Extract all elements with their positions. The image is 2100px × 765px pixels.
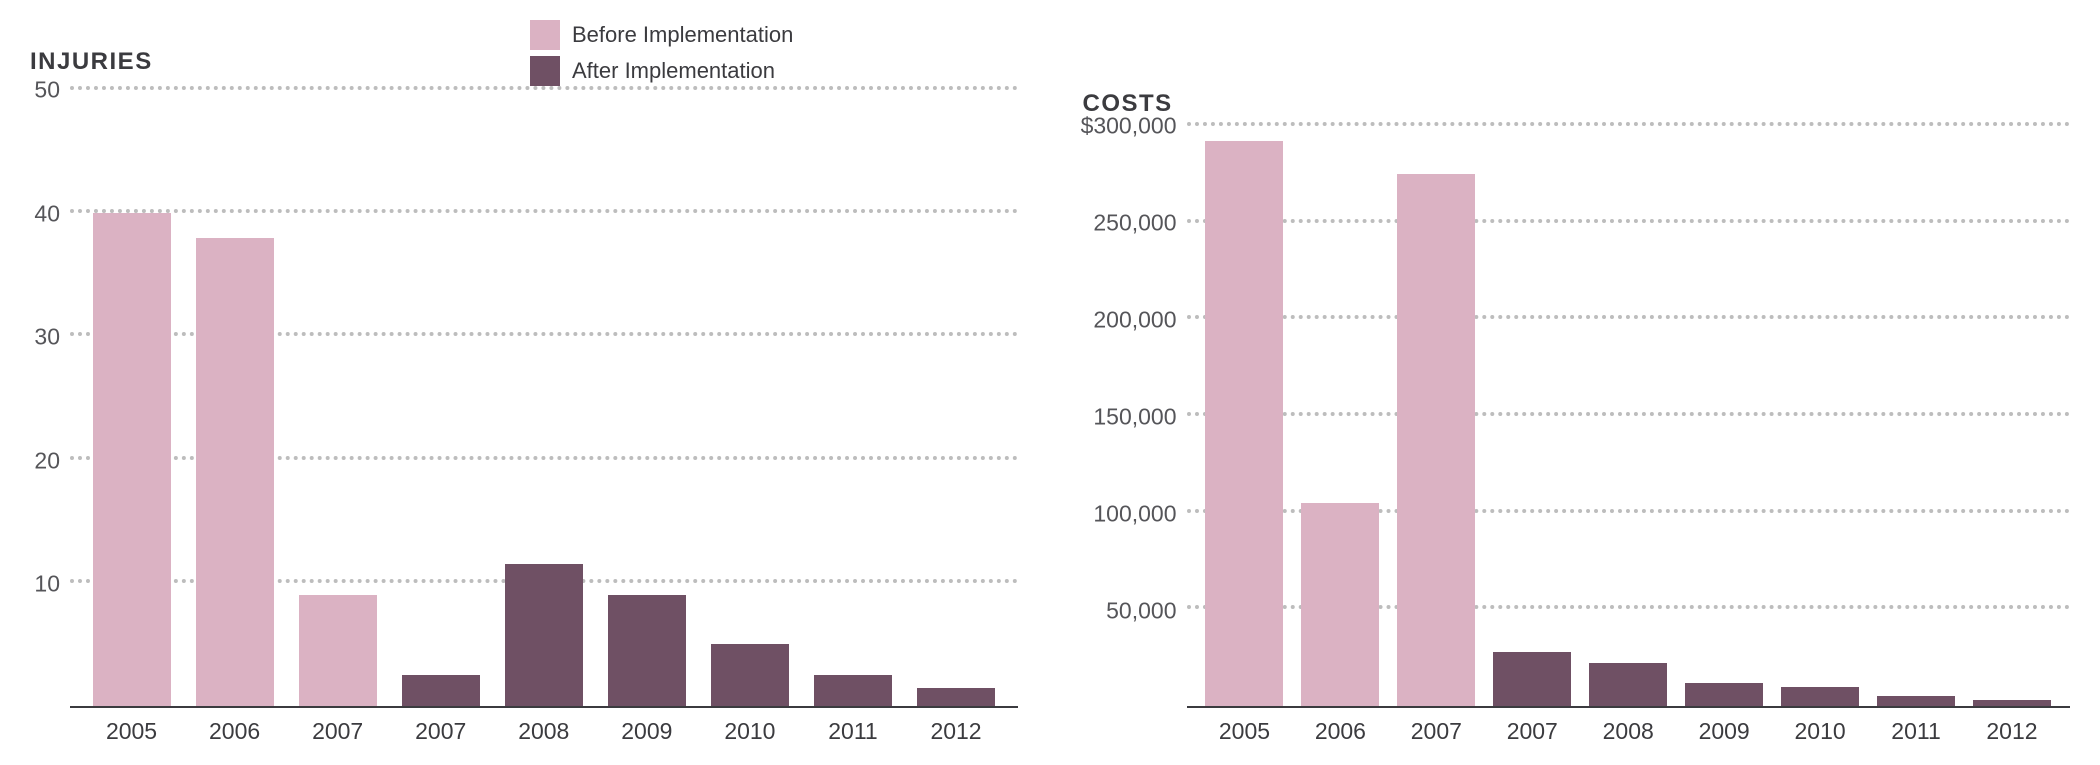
chart-container: Before Implementation After Implementati… (30, 20, 2070, 745)
plot-wrapper-injuries: 5040302010 (30, 90, 1018, 708)
legend-label-before: Before Implementation (572, 22, 793, 48)
x-tick: 2008 (1580, 718, 1676, 745)
bar (196, 238, 274, 706)
x-tick: 2005 (80, 718, 183, 745)
y-tick: 30 (34, 326, 60, 349)
plot-area-injuries (70, 90, 1018, 708)
y-tick: 100,000 (1093, 503, 1176, 526)
x-tick: 2007 (286, 718, 389, 745)
chart-panel-costs: COSTS$300,000 250,000 200,000 150,000 100,00… (1083, 90, 2071, 745)
charts-row: INJURIES5040302010.200520062007200720082… (30, 90, 2070, 745)
x-tick: 2009 (1676, 718, 1772, 745)
bar (93, 213, 171, 706)
x-tick: 2006 (183, 718, 286, 745)
bar (1493, 652, 1571, 706)
x-tick: 2010 (698, 718, 801, 745)
x-tick: 2007 (389, 718, 492, 745)
x-tick: 2011 (801, 718, 904, 745)
y-tick: 10 (34, 573, 60, 596)
plot-area-costs (1187, 126, 2071, 708)
bar (1877, 696, 1955, 706)
bar (1397, 174, 1475, 706)
x-tick: 2005 (1197, 718, 1293, 745)
x-tick: 2010 (1772, 718, 1868, 745)
y-tick: 150,000 (1093, 406, 1176, 429)
y-tick: 50 (34, 79, 60, 102)
x-tick: 2006 (1292, 718, 1388, 745)
plot-wrapper-costs: $300,000250,000200,000150,000100,00050,0… (1083, 126, 2071, 708)
x-tick: 2007 (1484, 718, 1580, 745)
bar (1301, 503, 1379, 706)
bar (299, 595, 377, 706)
y-tick: 50,000 (1106, 600, 1176, 623)
y-tick: $300,000 (1081, 115, 1177, 138)
bar (1205, 141, 1283, 706)
bars-injuries (70, 90, 1018, 706)
x-tick: 2012 (905, 718, 1008, 745)
bar (1781, 687, 1859, 706)
x-tick: 2008 (492, 718, 595, 745)
legend-label-after: After Implementation (572, 58, 775, 84)
bar (608, 595, 686, 706)
bar (711, 644, 789, 706)
y-tick: 20 (34, 449, 60, 472)
y-tick: 40 (34, 202, 60, 225)
x-tick: 2011 (1868, 718, 1964, 745)
legend-swatch-after (530, 56, 560, 86)
bar (505, 564, 583, 706)
bars-costs (1187, 126, 2071, 706)
bar (814, 675, 892, 706)
bar (917, 688, 995, 706)
y-tick: 200,000 (1093, 309, 1176, 332)
x-tick: 2009 (595, 718, 698, 745)
x-axis-row-injuries: .200520062007200720082009201020112012 (30, 708, 1018, 745)
legend: Before Implementation After Implementati… (530, 20, 2070, 86)
bar (1973, 700, 2051, 706)
x-tick: 2012 (1964, 718, 2060, 745)
x-axis-injuries: 200520062007200720082009201020112012 (70, 708, 1018, 745)
y-axis-costs: $300,000250,000200,000150,000100,00050,0… (1083, 126, 1187, 708)
x-axis-costs: 200520062007200720082009201020112012 (1187, 708, 2071, 745)
bar (1589, 663, 1667, 706)
legend-swatch-before (530, 20, 560, 50)
legend-item-after: After Implementation (530, 56, 775, 86)
y-axis-injuries: 5040302010 (30, 90, 70, 708)
x-tick: 2007 (1388, 718, 1484, 745)
chart-title-costs: COSTS (1083, 90, 2071, 118)
bar (402, 675, 480, 706)
bar (1685, 683, 1763, 706)
chart-title-injuries: INJURIES (30, 48, 153, 76)
x-axis-row-costs: .200520062007200720082009201020112012 (1083, 708, 2071, 745)
y-tick: 250,000 (1093, 212, 1176, 235)
chart-panel-injuries: INJURIES5040302010.200520062007200720082… (30, 90, 1018, 745)
legend-item-before: Before Implementation (530, 20, 793, 50)
